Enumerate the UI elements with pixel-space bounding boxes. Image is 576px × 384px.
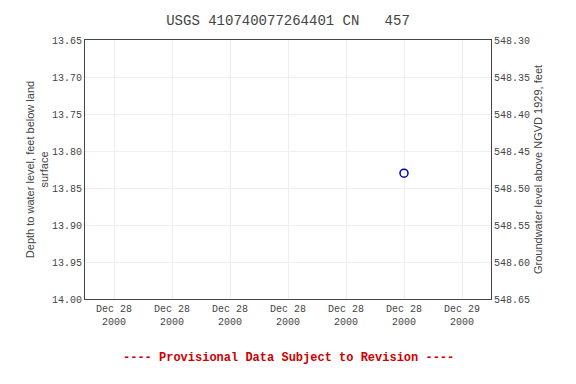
svg-text:13.95: 13.95: [52, 258, 82, 269]
svg-text:548.65: 548.65: [494, 295, 530, 306]
svg-text:13.65: 13.65: [52, 36, 82, 47]
svg-text:13.80: 13.80: [52, 147, 82, 158]
svg-text:Dec 282000: Dec 282000: [212, 304, 248, 328]
svg-text:548.35: 548.35: [494, 73, 530, 84]
svg-text:Dec 282000: Dec 282000: [154, 304, 190, 328]
svg-text:Groundwater level above NGVD 1: Groundwater level above NGVD 1929, feet: [532, 65, 544, 274]
svg-text:Dec 282000: Dec 282000: [270, 304, 306, 328]
svg-text:Dec 282000: Dec 282000: [96, 304, 132, 328]
svg-text:13.75: 13.75: [52, 110, 82, 121]
svg-text:13.85: 13.85: [52, 184, 82, 195]
svg-text:548.30: 548.30: [494, 36, 530, 47]
svg-text:---- Provisional Data Subject: ---- Provisional Data Subject to Revisio…: [123, 351, 454, 365]
svg-text:548.50: 548.50: [494, 184, 530, 195]
svg-text:548.45: 548.45: [494, 147, 530, 158]
svg-text:13.90: 13.90: [52, 221, 82, 232]
svg-text:Dec 292000: Dec 292000: [444, 304, 480, 328]
svg-text:548.60: 548.60: [494, 258, 530, 269]
svg-text:Dec 282000: Dec 282000: [386, 304, 422, 328]
svg-text:548.55: 548.55: [494, 221, 530, 232]
svg-text:USGS 410740077264401 CN 457: USGS 410740077264401 CN 457: [166, 13, 410, 29]
svg-text:Depth to water level, feet bel: Depth to water level, feet below landsur…: [24, 81, 50, 258]
svg-text:13.70: 13.70: [52, 73, 82, 84]
svg-text:14.00: 14.00: [52, 295, 82, 306]
svg-text:Dec 282000: Dec 282000: [328, 304, 364, 328]
svg-text:548.40: 548.40: [494, 110, 530, 121]
